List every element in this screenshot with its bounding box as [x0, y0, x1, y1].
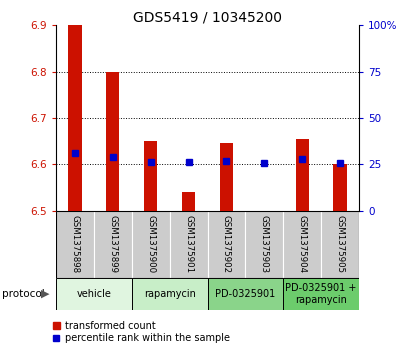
Bar [170, 211, 208, 278]
Text: GSM1375900: GSM1375900 [146, 215, 155, 273]
Text: GSM1375898: GSM1375898 [71, 215, 79, 273]
Text: rapamycin: rapamycin [144, 289, 195, 299]
Bar [208, 278, 283, 310]
Title: GDS5419 / 10345200: GDS5419 / 10345200 [133, 10, 282, 24]
Bar [321, 211, 359, 278]
Bar [106, 72, 120, 211]
Bar [220, 143, 233, 211]
Text: PD-0325901: PD-0325901 [215, 289, 276, 299]
Bar [132, 211, 170, 278]
Legend: transformed count, percentile rank within the sample: transformed count, percentile rank withi… [53, 321, 230, 343]
Text: GSM1375901: GSM1375901 [184, 215, 193, 273]
Text: GSM1375903: GSM1375903 [260, 215, 269, 273]
Bar [333, 164, 347, 211]
Text: GSM1375904: GSM1375904 [298, 215, 307, 273]
Text: ▶: ▶ [41, 289, 49, 299]
Bar [68, 25, 82, 211]
Bar [144, 141, 157, 211]
Bar [283, 278, 359, 310]
Bar [56, 278, 132, 310]
Text: protocol: protocol [2, 289, 45, 299]
Bar [94, 211, 132, 278]
Text: GSM1375902: GSM1375902 [222, 215, 231, 273]
Bar [245, 211, 283, 278]
Text: vehicle: vehicle [76, 289, 111, 299]
Bar [56, 211, 94, 278]
Text: GSM1375905: GSM1375905 [336, 215, 344, 273]
Bar [208, 211, 245, 278]
Text: PD-0325901 +
rapamycin: PD-0325901 + rapamycin [286, 283, 357, 305]
Bar [132, 278, 208, 310]
Bar [283, 211, 321, 278]
Bar [182, 192, 195, 211]
Bar [295, 139, 309, 211]
Text: GSM1375899: GSM1375899 [108, 215, 117, 273]
